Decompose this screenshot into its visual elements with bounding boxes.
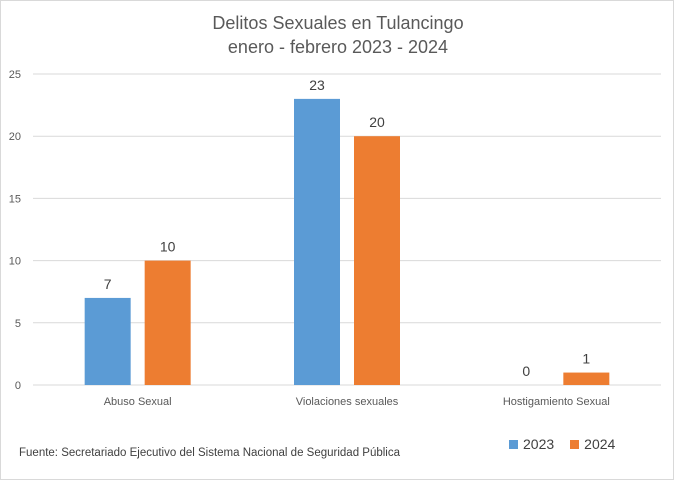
y-tick-label: 10	[9, 256, 21, 268]
bar-2023	[294, 98, 340, 385]
data-label: 20	[369, 114, 385, 130]
source-note: Fuente: Secretariado Ejecutivo del Siste…	[19, 447, 400, 459]
legend-swatch-2024	[570, 439, 580, 449]
data-label: 1	[582, 351, 590, 367]
y-tick-label: 5	[15, 318, 21, 330]
data-label: 10	[160, 239, 176, 255]
x-category-label: Abuso Sexual	[104, 396, 172, 408]
bar-2023	[84, 297, 131, 385]
legend-swatch-2023	[509, 439, 518, 449]
bar-2024	[144, 260, 191, 385]
data-label: 7	[104, 276, 112, 292]
y-tick-label: 20	[9, 131, 21, 143]
legend-item-2023: 2023	[509, 436, 554, 452]
x-category-label: Hostigamiento Sexual	[503, 396, 610, 408]
y-tick-label: 0	[15, 380, 21, 392]
y-tick-label: 15	[9, 193, 21, 205]
data-label: 23	[309, 77, 325, 93]
bar-2024	[354, 136, 400, 385]
legend-label-2024: 2024	[584, 436, 616, 452]
legend: 2023 2024	[509, 436, 615, 452]
chart-subtitle: enero - febrero 2023 - 2024	[227, 37, 449, 57]
bar-2024	[563, 372, 610, 385]
data-label: 0	[522, 363, 530, 379]
x-category-label: Violaciones sexuales	[296, 396, 399, 408]
chart-title: Delitos Sexuales en Tulancingo	[212, 13, 464, 33]
y-tick-label: 25	[9, 69, 21, 81]
legend-item-2024: 2024	[570, 436, 615, 452]
legend-label-2023: 2023	[523, 436, 555, 452]
